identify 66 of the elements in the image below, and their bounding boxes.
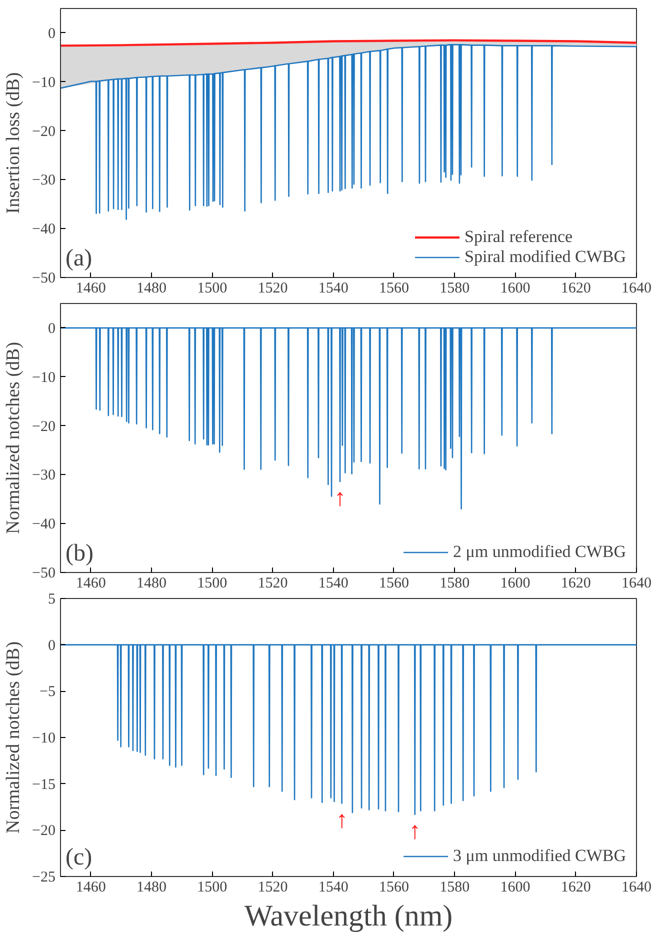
x-tick-label: 1540 xyxy=(318,880,348,896)
x-tick-label: 1620 xyxy=(560,576,591,592)
annotation: (b) xyxy=(66,540,94,566)
x-tick-label: 1520 xyxy=(258,280,288,296)
y-tick-label: −50 xyxy=(32,270,56,286)
x-tick-label: 1480 xyxy=(136,280,166,296)
x-tick-label: 1460 xyxy=(76,280,106,296)
x-tick-label: 1480 xyxy=(136,880,166,896)
x-tick-label: 1500 xyxy=(197,576,228,592)
x-tick-label: 1520 xyxy=(258,576,288,592)
y-tick-label: 5 xyxy=(48,592,56,608)
y-tick-label: −40 xyxy=(32,516,56,533)
y-tick-label: −40 xyxy=(32,222,56,238)
x-tick-label: 1520 xyxy=(258,880,288,896)
x-tick-label: 1640 xyxy=(622,880,652,896)
x-tick-label: 1600 xyxy=(500,280,530,296)
x-tick-label: 1560 xyxy=(378,576,409,592)
y-tick-label: −10 xyxy=(32,74,56,91)
y-axis-title: Normalized notches (dB) xyxy=(3,641,24,834)
x-tick-label: 1580 xyxy=(440,280,470,296)
annotation: (a) xyxy=(66,246,92,272)
line-series xyxy=(60,644,636,816)
y-tick-label: −30 xyxy=(32,468,56,484)
y-tick-label: −10 xyxy=(32,370,56,386)
y-tick-label: 0 xyxy=(48,638,56,654)
x-tick-label: 1500 xyxy=(197,280,228,296)
y-tick-label: −50 xyxy=(32,566,56,582)
x-tick-label: 1540 xyxy=(318,576,348,592)
legend-label: Spiral modified CWBG xyxy=(464,247,626,267)
legend-label: 2 μm unmodified CWBG xyxy=(453,542,626,562)
x-tick-label: 1480 xyxy=(136,576,166,592)
y-tick-label: −5 xyxy=(40,684,56,700)
y-tick-label: −15 xyxy=(32,776,56,793)
y-tick-label: 0 xyxy=(48,320,56,337)
legend-label: Spiral reference xyxy=(464,227,573,247)
y-axis-title: Normalized notches (dB) xyxy=(3,342,24,534)
y-tick-label: −30 xyxy=(32,172,56,189)
x-tick-label: 1460 xyxy=(76,576,106,592)
y-tick-label: −25 xyxy=(32,870,56,886)
x-tick-label: 1500 xyxy=(197,880,228,896)
annotation: ↑ xyxy=(334,486,346,512)
line-series xyxy=(60,44,636,220)
annotation: ↑ xyxy=(336,807,348,834)
x-tick-label: 1640 xyxy=(622,576,652,592)
x-tick-label: 1580 xyxy=(440,880,470,896)
y-tick-label: −10 xyxy=(32,730,56,746)
x-tick-label: 1600 xyxy=(500,880,530,896)
y-tick-label: 0 xyxy=(48,26,56,42)
x-tick-label: 1560 xyxy=(378,880,409,896)
x-tick-label: 1460 xyxy=(76,880,106,896)
x-tick-label: 1540 xyxy=(318,280,348,296)
x-tick-label: 1620 xyxy=(560,880,591,896)
y-tick-label: −20 xyxy=(32,418,56,435)
line-series xyxy=(60,327,636,510)
x-tick-label: 1600 xyxy=(500,576,530,592)
annotation: ↑ xyxy=(408,818,421,844)
annotation: (c) xyxy=(66,844,92,870)
x-tick-label: 1620 xyxy=(560,280,591,296)
legend-label: 3 μm unmodified CWBG xyxy=(453,846,626,866)
x-tick-label: 1560 xyxy=(378,280,409,296)
y-tick-label: −20 xyxy=(32,124,56,140)
x-tick-label: 1580 xyxy=(440,576,470,592)
y-tick-label: −20 xyxy=(32,823,56,840)
y-axis-title: Insertion loss (dB) xyxy=(3,72,24,214)
x-tick-label: 1640 xyxy=(622,280,652,296)
x-axis-title: Wavelength (nm) xyxy=(244,900,453,932)
